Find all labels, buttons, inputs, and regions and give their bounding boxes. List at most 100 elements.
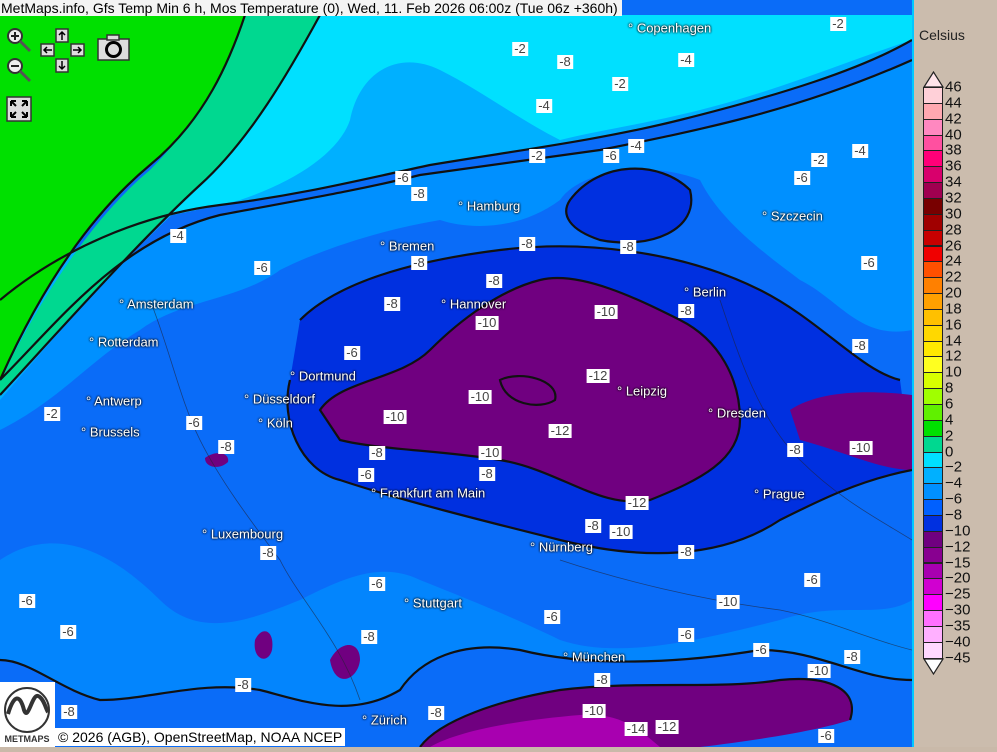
- legend-label: −30: [945, 601, 971, 619]
- legend-label: −15: [945, 554, 971, 571]
- legend-swatch: [923, 610, 943, 627]
- city-name: Dortmund: [298, 368, 356, 384]
- border-lines: [149, 299, 912, 701]
- region-plus2: [0, 15, 245, 380]
- zoom-in-icon: [7, 28, 32, 53]
- city-dot-icon: °: [119, 296, 128, 312]
- isotherm-label: -8: [384, 296, 400, 311]
- legend-label: 40: [945, 126, 962, 144]
- city-label: ° Zürich: [362, 713, 407, 728]
- city-dot-icon: °: [380, 238, 389, 254]
- legend-swatch: [923, 229, 943, 247]
- legend-label: 18: [945, 300, 962, 318]
- snapshot-button[interactable]: [97, 33, 131, 66]
- legend-label: 4: [945, 411, 954, 429]
- legend-label: 28: [945, 221, 962, 239]
- region-minus15-alps: [430, 714, 660, 747]
- city-dot-icon: °: [563, 649, 572, 665]
- isotherm-label: -8: [678, 303, 694, 318]
- city-name: München: [571, 649, 626, 665]
- legend-swatch: [923, 245, 943, 263]
- city-label: ° Nürnberg: [530, 540, 593, 555]
- city-label: ° Antwerp: [86, 394, 142, 409]
- city-name: Hannover: [449, 296, 507, 312]
- city-label: ° Hamburg: [458, 199, 520, 214]
- isotherm-label: -2: [512, 41, 528, 56]
- isotherm-label: -8: [852, 338, 868, 353]
- isotherm-label: -8: [678, 544, 694, 559]
- city-dot-icon: °: [530, 539, 539, 555]
- legend-label: 34: [945, 173, 962, 191]
- region-minus6-south: [0, 543, 912, 706]
- legend-label: 30: [945, 205, 962, 223]
- isotherm-label: -4: [628, 138, 644, 153]
- legend-swatch: [923, 166, 943, 184]
- city-label: ° Rotterdam: [89, 335, 159, 350]
- legend-swatch: [923, 451, 943, 469]
- legend-swatch: [923, 641, 943, 659]
- city-name: Amsterdam: [127, 296, 194, 312]
- map-canvas[interactable]: [0, 0, 912, 747]
- region-minus10-blob-bw: [254, 631, 273, 659]
- isotherm-label: -2: [612, 76, 628, 91]
- city-label: ° Dortmund: [290, 369, 356, 384]
- legend-swatch: [923, 388, 943, 405]
- legend-label: −6: [945, 490, 963, 508]
- city-label: ° Hannover: [441, 297, 506, 312]
- legend-label: 26: [945, 237, 962, 254]
- isotherm-label: -6: [186, 415, 202, 430]
- city-dot-icon: °: [202, 526, 211, 542]
- city-name: Leipzig: [625, 383, 668, 399]
- zoom-out-button[interactable]: [5, 56, 33, 89]
- isotherm-label: -6: [19, 593, 35, 608]
- legend-swatch: [923, 356, 943, 374]
- isotherm-label: -2: [830, 16, 846, 31]
- city-label: ° Luxembourg: [202, 527, 283, 542]
- zoom-in-button[interactable]: [5, 26, 33, 59]
- legend-label: 2: [945, 427, 954, 445]
- map-title: MetMaps.info, Gfs Temp Min 6 h, Mos Temp…: [0, 0, 622, 16]
- isotherm-label: -2: [529, 148, 545, 163]
- isotherm-label: -8: [620, 239, 636, 254]
- legend-label: −2: [945, 458, 963, 476]
- city-name: Szczecin: [770, 208, 823, 224]
- city-dot-icon: °: [628, 20, 637, 36]
- legend-swatch: [923, 499, 943, 516]
- city-dot-icon: °: [258, 415, 267, 431]
- city-name: Copenhagen: [636, 20, 712, 36]
- fullscreen-button[interactable]: [6, 96, 32, 127]
- city-dot-icon: °: [684, 284, 693, 300]
- isotherm-label: -6: [804, 572, 820, 587]
- city-label: ° Frankfurt am Main: [371, 486, 485, 501]
- city-name: Bremen: [388, 238, 435, 254]
- city-name: Frankfurt am Main: [379, 485, 486, 501]
- isotherm-label: -8: [787, 442, 803, 457]
- city-label: ° Szczecin: [762, 209, 823, 224]
- isotherm-label: -8: [218, 439, 234, 454]
- isotherm-label: -8: [844, 649, 860, 664]
- city-dot-icon: °: [708, 405, 717, 421]
- city-dot-icon: °: [371, 485, 380, 501]
- city-name: Nürnberg: [538, 539, 594, 555]
- city-dot-icon: °: [244, 391, 253, 407]
- isotherm-label: -6: [254, 260, 270, 275]
- city-name: Zürich: [370, 712, 407, 728]
- legend-label: −10: [945, 522, 971, 540]
- pan-controls[interactable]: [40, 28, 86, 79]
- region-minus12-west: [205, 453, 229, 467]
- legend-swatch: [923, 118, 943, 136]
- legend-label: 8: [945, 379, 954, 397]
- legend-swatch: [923, 578, 943, 596]
- legend-label: −20: [945, 569, 971, 587]
- svg-text:METMAPS: METMAPS: [5, 734, 50, 744]
- legend-swatch: [923, 261, 943, 279]
- fullscreen-icon: [6, 96, 32, 122]
- isotherm-label: -6: [678, 627, 694, 642]
- city-name: Berlin: [692, 284, 727, 300]
- legend-panel: Celsius 46 44 42 40 38 36 34 32 30 28 26 24 22 20 18 16…: [912, 0, 997, 747]
- isotherm-label: -8: [61, 704, 77, 719]
- city-name: Rotterdam: [97, 334, 159, 350]
- legend-swatch: [923, 324, 943, 342]
- metmaps-logo: METMAPS: [0, 682, 55, 747]
- temperature-map[interactable]: ° Copenhagen ° Hamburg ° Szczecin ° Bremen °…: [0, 0, 912, 747]
